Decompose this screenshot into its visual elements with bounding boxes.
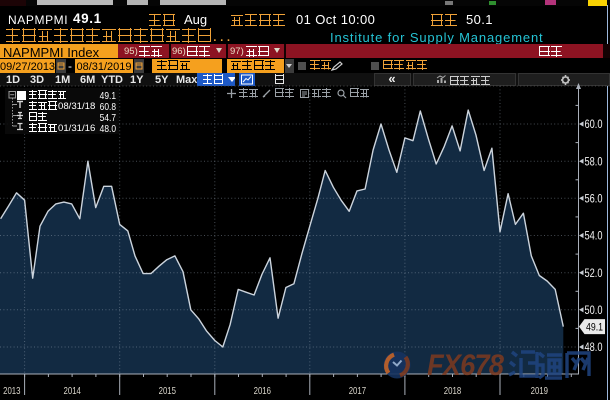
svg-text:2017: 2017 (349, 385, 367, 397)
svg-text:54.0: 54.0 (585, 229, 603, 243)
svg-text:58.0: 58.0 (585, 154, 603, 168)
svg-text:60.0: 60.0 (585, 117, 603, 131)
svg-text:49.1: 49.1 (586, 321, 603, 333)
svg-text:FX678: FX678 (427, 349, 504, 382)
svg-text:2018: 2018 (444, 385, 462, 397)
svg-text:48.0: 48.0 (585, 340, 603, 354)
svg-text:56.0: 56.0 (585, 192, 603, 206)
svg-text:2019: 2019 (531, 385, 549, 397)
svg-text:2014: 2014 (64, 385, 82, 397)
svg-text:2013: 2013 (3, 385, 21, 397)
svg-text:50.0: 50.0 (585, 303, 603, 317)
svg-text:52.0: 52.0 (585, 266, 603, 280)
svg-text:2016: 2016 (254, 385, 272, 397)
svg-text:2015: 2015 (159, 385, 177, 397)
